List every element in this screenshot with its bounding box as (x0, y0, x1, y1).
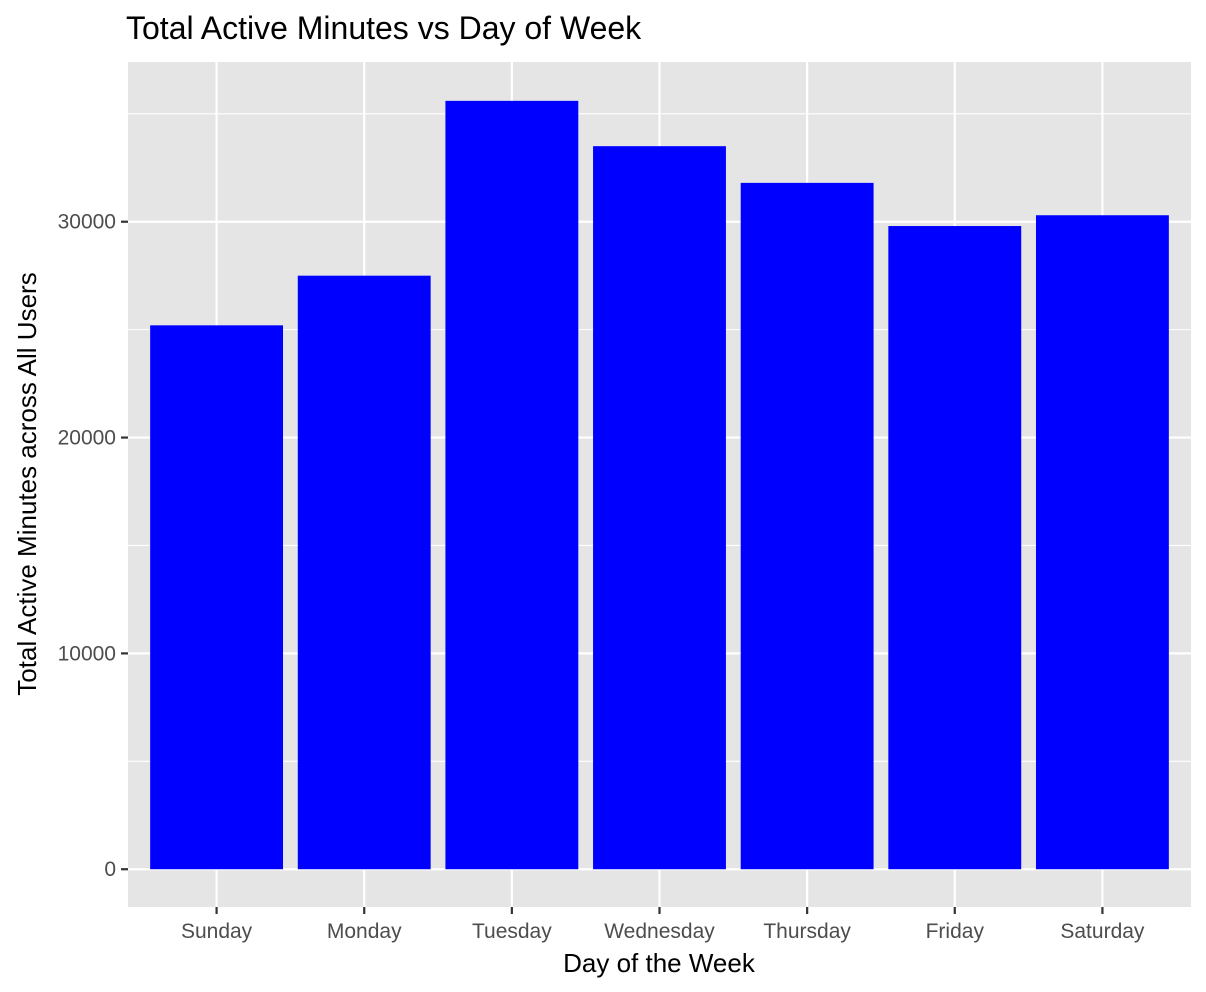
chart-title: Total Active Minutes vs Day of Week (126, 10, 642, 46)
x-tick-label: Sunday (181, 920, 253, 943)
y-tick-label: 30000 (58, 211, 116, 234)
bar (740, 182, 874, 870)
bar (150, 325, 284, 870)
x-tick-label: Wednesday (604, 920, 715, 943)
x-tick-label: Monday (327, 920, 402, 943)
y-tick-label: 20000 (58, 427, 116, 450)
bars (150, 100, 1169, 870)
bar (888, 226, 1022, 870)
x-axis-title: Day of the Week (563, 948, 756, 978)
x-tick-label: Thursday (763, 920, 851, 943)
x-tick-label: Tuesday (472, 920, 552, 943)
y-tick-label: 10000 (58, 642, 116, 665)
bar (445, 100, 579, 870)
x-tick-label: Friday (926, 920, 985, 943)
x-axis: Sunday Monday Tuesday Wednesday Thursday Frid… (181, 907, 1145, 943)
y-axis-title: Total Active Minutes across All Users (12, 272, 42, 695)
bar (297, 275, 431, 870)
y-axis: 0 10000 20000 30000 (58, 211, 128, 881)
bar (593, 146, 726, 870)
bar (1035, 215, 1169, 870)
y-tick-label: 0 (104, 858, 116, 881)
x-tick-label: Saturday (1060, 920, 1145, 943)
